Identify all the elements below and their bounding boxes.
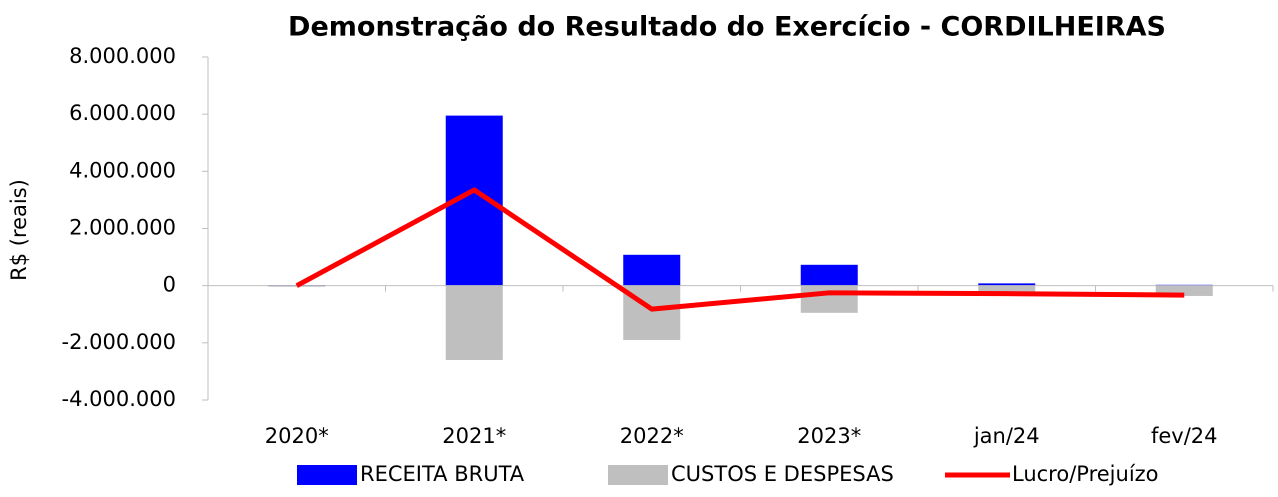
y-tick-label: -4.000.000 [62, 387, 176, 411]
x-tick-label: jan/24 [973, 424, 1040, 448]
bar [1155, 285, 1213, 296]
bar [800, 264, 858, 286]
bar [445, 285, 503, 360]
y-tick-label: 4.000.000 [69, 158, 176, 182]
legend-swatch [297, 465, 357, 485]
legend-label: Lucro/Prejuízo [1012, 462, 1159, 486]
y-tick-label: 6.000.000 [69, 101, 176, 125]
legend-label: CUSTOS E DESPESAS [671, 462, 894, 486]
legend-label: RECEITA BRUTA [360, 462, 525, 486]
x-tick-label: 2021* [442, 424, 506, 448]
y-axis-label: R$ (reais) [7, 179, 31, 281]
y-tick-label: 8.000.000 [69, 44, 176, 68]
y-tick-label: 2.000.000 [69, 216, 176, 240]
y-tick-label: -2.000.000 [62, 330, 176, 354]
line [295, 187, 1185, 312]
x-tick-label: 2023* [797, 424, 861, 448]
chart-title: Demonstração do Resultado do Exercício -… [288, 12, 1166, 43]
bar [800, 285, 858, 313]
legend-swatch [608, 465, 668, 485]
bar [978, 285, 1036, 296]
x-tick-label: fev/24 [1151, 424, 1218, 448]
x-tick-label: 2022* [620, 424, 684, 448]
x-tick-label: 2020* [265, 424, 329, 448]
y-tick-label: 0 [163, 273, 176, 297]
bar [623, 254, 681, 286]
bar [978, 283, 1036, 286]
